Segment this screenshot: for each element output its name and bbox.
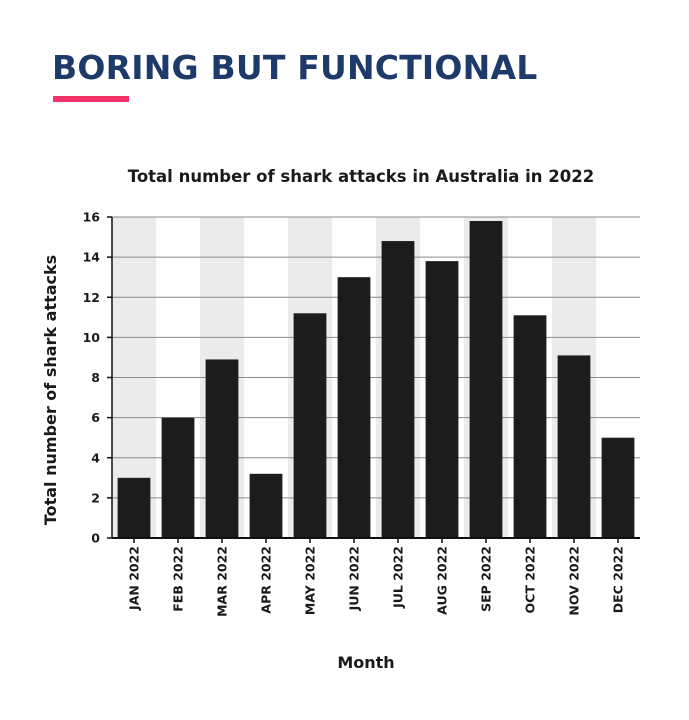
y-tick-labels: 0 2 4 6 8 10 12 14 16	[83, 210, 101, 546]
y-tick-label-10: 10	[83, 330, 101, 345]
x-tick-label-mar-2022: MAR 2022	[215, 546, 230, 617]
y-tick-label-14: 14	[83, 250, 101, 265]
bar-layer	[117, 221, 635, 538]
y-tick-label-2: 2	[91, 490, 100, 505]
bar-dec-2022	[601, 437, 635, 538]
x-tick-label-sep-2022: SEP 2022	[479, 546, 494, 612]
x-tick-label-may-2022: MAY 2022	[303, 546, 318, 615]
y-tick-label-12: 12	[83, 290, 100, 305]
y-tick-label-4: 4	[91, 450, 100, 465]
bar-may-2022	[293, 313, 327, 538]
x-tick-label-feb-2022: FEB 2022	[171, 546, 186, 612]
y-tick-label-0: 0	[91, 531, 100, 546]
x-tick-label-apr-2022: APR 2022	[259, 546, 274, 614]
x-tick-label-jan-2022: JAN 2022	[127, 546, 142, 611]
bar-mar-2022	[205, 359, 239, 538]
chart-title: Total number of shark attacks in Austral…	[128, 167, 594, 186]
x-tick-label-dec-2022: DEC 2022	[611, 546, 626, 613]
y-tick-label-6: 6	[91, 410, 100, 425]
accent-underline	[53, 96, 129, 102]
y-axis-label: Total number of shark attacks	[41, 255, 60, 525]
x-tick-labels: JAN 2022 FEB 2022 MAR 2022 APR 2022 MAY 2022…	[127, 546, 626, 617]
bar-sep-2022	[469, 221, 503, 538]
x-tick-label-jul-2022: JUL 2022	[391, 546, 406, 609]
bar-oct-2022	[513, 315, 547, 538]
x-axis-label: Month	[337, 653, 394, 672]
x-tick-label-aug-2022: AUG 2022	[435, 546, 450, 615]
bar-jul-2022	[381, 241, 415, 538]
bar-nov-2022	[557, 355, 591, 538]
bar-aug-2022	[425, 261, 459, 538]
bar-jan-2022	[117, 477, 151, 538]
headline: BORING BUT FUNCTIONAL	[52, 48, 538, 87]
y-tick-label-16: 16	[83, 210, 101, 225]
x-tick-label-jun-2022: JUN 2022	[347, 546, 362, 611]
bar-jun-2022	[337, 277, 371, 538]
bar-feb-2022	[161, 417, 195, 538]
bar-apr-2022	[249, 473, 283, 538]
x-tick-label-nov-2022: NOV 2022	[567, 546, 582, 616]
x-tick-label-oct-2022: OCT 2022	[523, 546, 538, 613]
y-tick-label-8: 8	[91, 370, 100, 385]
axis-layer	[107, 216, 640, 543]
